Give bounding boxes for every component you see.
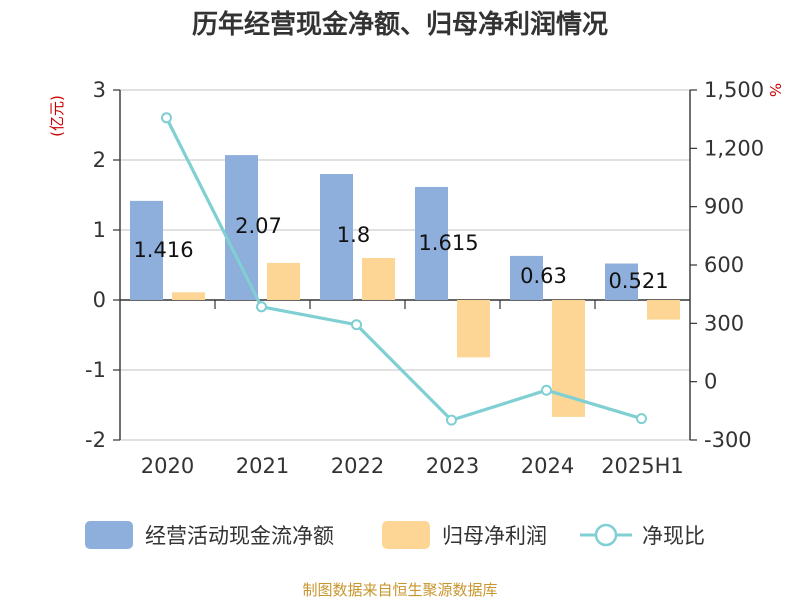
bar — [172, 292, 205, 300]
data-label: 1.8 — [337, 223, 370, 247]
bar — [320, 174, 353, 300]
ratio-point — [636, 413, 647, 425]
data-label: 0.63 — [520, 264, 567, 288]
left-tick-label: 1 — [93, 218, 106, 242]
right-tick-label: -300 — [704, 428, 752, 452]
category-label: 2023 — [426, 454, 479, 478]
right-axis-unit: % — [766, 83, 784, 97]
bar — [267, 262, 300, 300]
right-tick-label: 0 — [704, 370, 717, 394]
bar — [362, 258, 395, 300]
legend-swatch-cash-flow — [85, 521, 133, 549]
left-tick-label: 0 — [93, 288, 106, 312]
category-label: 2020 — [141, 454, 194, 478]
right-tick-label: 600 — [704, 253, 744, 277]
bar — [605, 263, 638, 300]
data-label: 2.07 — [235, 214, 282, 238]
left-tick-label: -1 — [85, 358, 106, 382]
bar — [225, 155, 258, 300]
right-tick-label: 300 — [704, 311, 744, 335]
category-label: 2024 — [521, 454, 574, 478]
legend-label-net-profit: 归母净利润 — [442, 524, 547, 548]
legend-swatch-marker — [594, 523, 618, 547]
axes: 3 2 1 0 -1 -2 1,500 1,200 900 600 300 0 -300 2020 2021… — [85, 78, 764, 478]
data-labels: 1.416 2.07 1.8 1.615 0.63 0.521 — [133, 214, 668, 293]
ratio-line — [161, 112, 647, 426]
ratio-point — [256, 301, 267, 313]
left-tick-label: 3 — [93, 78, 106, 102]
bar — [415, 186, 448, 300]
bar — [647, 300, 680, 320]
category-label: 2022 — [331, 454, 384, 478]
right-tick-label: 1,500 — [704, 78, 764, 102]
bar — [510, 255, 543, 300]
category-label: 2021 — [236, 454, 289, 478]
chart-title: 历年经营现金净额、归母净利润情况 — [192, 9, 608, 40]
right-tick-label: 1,200 — [704, 136, 764, 160]
legend-swatch-net-profit — [382, 521, 430, 549]
legend: 经营活动现金流净额 归母净利润 净现比 — [85, 521, 705, 549]
legend-label-cash-flow: 经营活动现金流净额 — [145, 524, 334, 548]
right-tick-label: 900 — [704, 195, 744, 219]
gridlines — [120, 89, 690, 441]
source-note: 制图数据来自恒生聚源数据库 — [302, 581, 497, 599]
data-label: 0.521 — [608, 269, 668, 293]
data-label: 1.416 — [133, 238, 193, 262]
ratio-point — [351, 319, 362, 331]
bar — [130, 200, 163, 300]
bars — [130, 155, 680, 417]
legend-label-ratio: 净现比 — [642, 524, 705, 548]
category-label: 2025H1 — [601, 454, 684, 478]
data-label: 1.615 — [418, 231, 478, 255]
left-tick-label: -2 — [85, 428, 106, 452]
ratio-point — [541, 384, 552, 396]
ratio-point — [161, 112, 172, 124]
bar — [457, 300, 490, 358]
left-tick-label: 2 — [93, 148, 106, 172]
ratio-point — [446, 414, 457, 426]
ratio-line-path — [165, 117, 642, 422]
left-axis-unit: (亿元) — [48, 95, 66, 137]
